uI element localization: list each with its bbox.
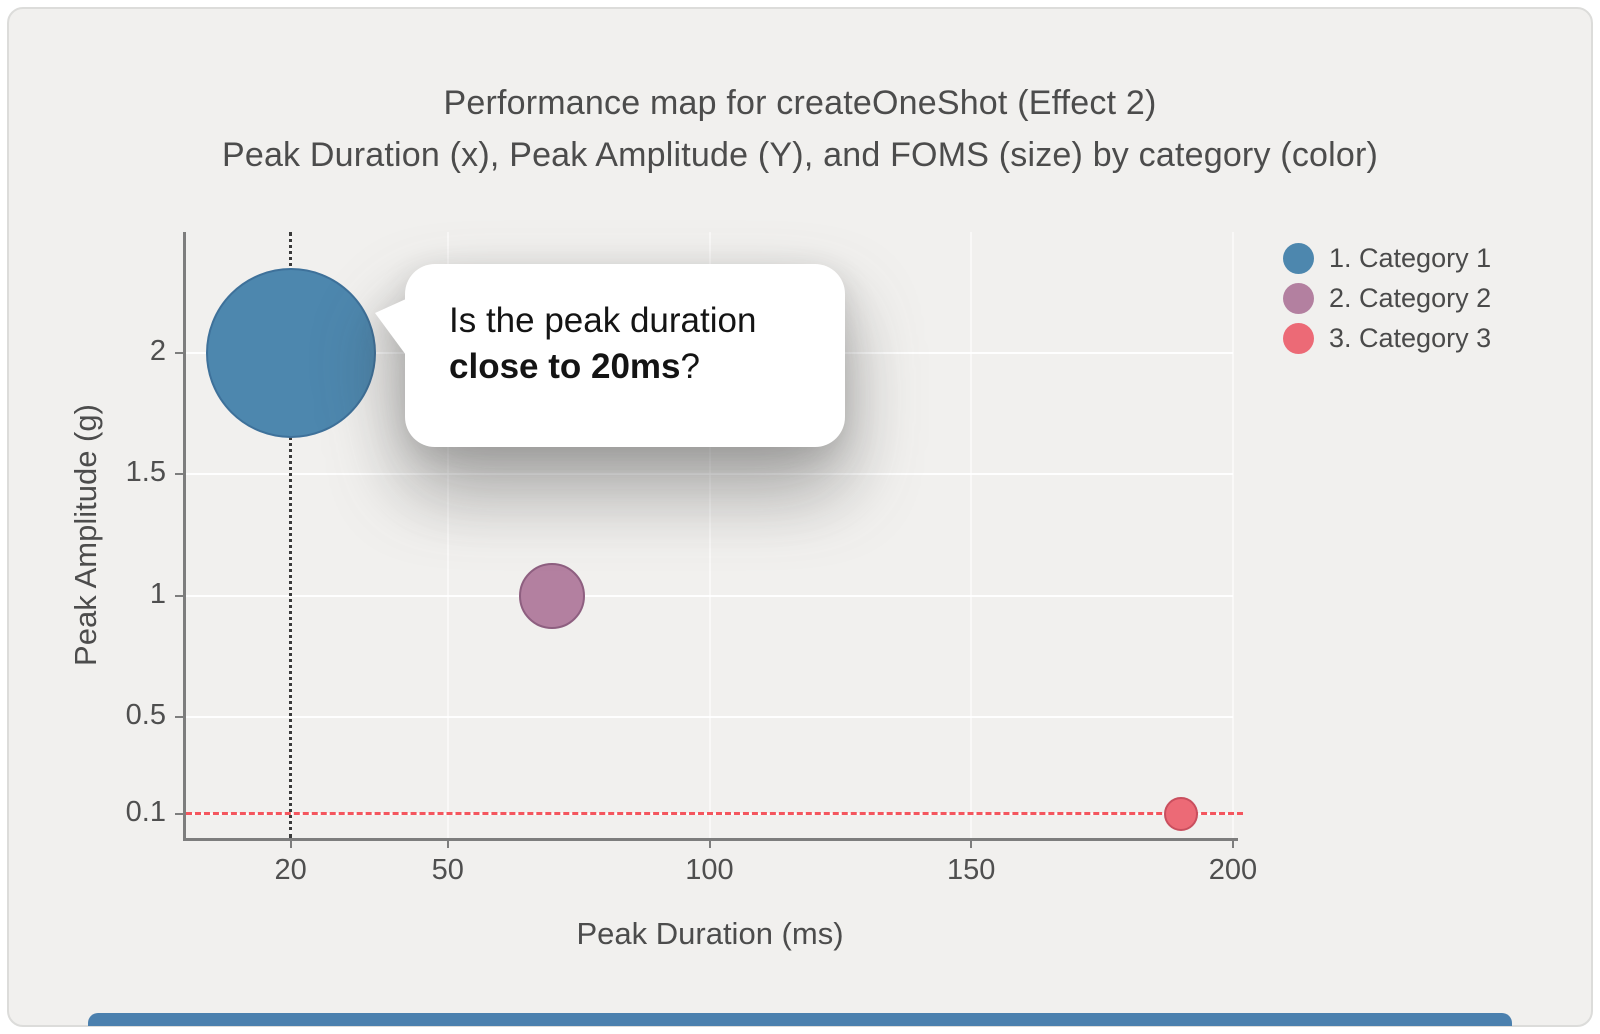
vertical-gridline (708, 232, 711, 838)
x-axis-line (183, 838, 1238, 841)
y-axis-tick-mark (175, 594, 185, 597)
y-tick-label: 1.5 (125, 456, 166, 489)
clipped-bottom-bar (88, 1013, 1512, 1026)
tooltip-line1: Is the peak duration (449, 301, 757, 340)
y-axis-title: Peak Amplitude (g) (68, 404, 103, 666)
chart-title: Performance map for createOneShot (Effec… (443, 84, 1157, 122)
y-axis-tick-mark (175, 715, 185, 718)
horizontal-gridline (186, 715, 1233, 718)
tooltip-callout: Is the peak duration close to 20ms? (375, 264, 845, 447)
vertical-gridline (446, 232, 449, 838)
x-tick-label: 200 (1208, 854, 1258, 886)
chart-card (7, 7, 1593, 1027)
y-tick-label: 1 (149, 577, 166, 610)
legend-swatch (1283, 283, 1314, 314)
reference-line-vertical (289, 232, 293, 838)
x-tick-label: 20 (274, 854, 307, 886)
legend-item[interactable]: 1. Category 1 (1283, 243, 1491, 274)
x-tick-label: 50 (431, 854, 464, 886)
x-axis-tick-mark (708, 838, 711, 848)
legend-item[interactable]: 3. Category 3 (1283, 323, 1491, 354)
x-axis-tick-mark (1232, 838, 1234, 848)
tooltip-bold-text: close to 20ms (449, 346, 681, 386)
tooltip-text: Is the peak duration close to 20ms? (405, 264, 845, 389)
y-tick-label: 2 (149, 335, 166, 368)
chart-subtitle: Peak Duration (x), Peak Amplitude (Y), a… (221, 136, 1379, 174)
legend-label: 3. Category 3 (1329, 323, 1492, 353)
x-axis-tick-mark (446, 838, 449, 848)
legend-swatch (1283, 323, 1314, 354)
y-axis-tick-mark (175, 473, 185, 476)
data-point-series-3[interactable] (1163, 796, 1198, 831)
vertical-gridline (1232, 232, 1234, 838)
y-axis-tick-mark (175, 352, 185, 355)
y-axis-line (183, 232, 186, 841)
y-axis-tick-mark (175, 812, 185, 815)
vertical-gridline (970, 232, 973, 838)
data-point-series-1[interactable] (205, 268, 376, 439)
legend-label: 1. Category 1 (1329, 243, 1492, 273)
horizontal-gridline (186, 594, 1233, 597)
x-tick-label: 150 (947, 854, 996, 886)
y-tick-label: 0.5 (125, 698, 166, 731)
horizontal-gridline (186, 473, 1233, 476)
reference-line-horizontal (186, 812, 1243, 816)
x-axis-tick-mark (970, 838, 973, 848)
legend-swatch (1283, 243, 1314, 274)
legend-label: 2. Category 2 (1329, 283, 1492, 313)
data-point-series-2[interactable] (519, 562, 586, 629)
legend-item[interactable]: 2. Category 2 (1283, 283, 1491, 314)
x-axis-tick-mark (289, 838, 292, 848)
tooltip-suffix: ? (680, 346, 700, 386)
legend: 1. Category 1 2. Category 2 3. Category 3 (1283, 243, 1491, 354)
x-axis-title: Peak Duration (ms) (576, 916, 844, 951)
x-tick-label: 100 (685, 854, 734, 886)
y-tick-label: 0.1 (125, 795, 166, 828)
